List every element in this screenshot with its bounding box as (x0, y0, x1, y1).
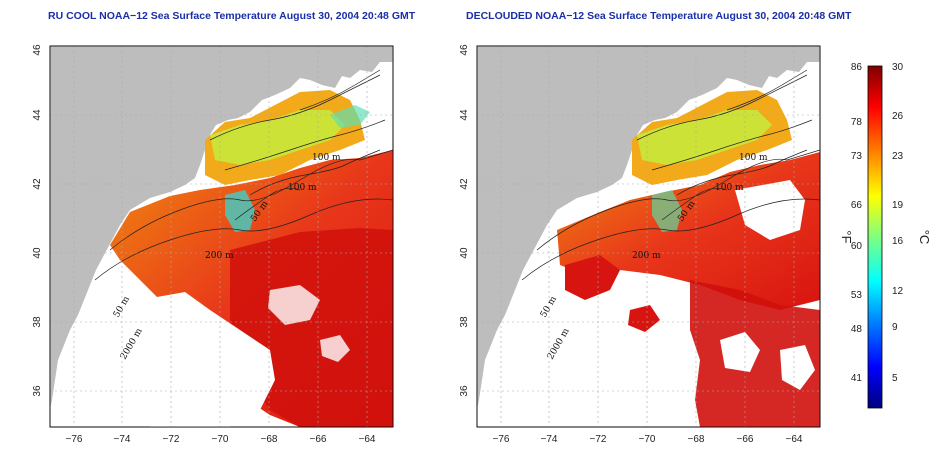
left-land (50, 46, 393, 410)
right-contour-label-100m-b: 100 m (715, 183, 744, 193)
right-lon-tick: −74 (541, 434, 558, 445)
right-sst-cool (637, 110, 772, 165)
right-lon-tick: −64 (786, 434, 803, 445)
right-contour-label-100m-a: 100 m (739, 153, 768, 163)
fahrenheit-tick: 66 (851, 200, 863, 211)
right-lat-tick: 36 (459, 385, 470, 397)
celsius-tick: 26 (892, 111, 904, 122)
right-cloud-gap3 (780, 345, 815, 390)
left-contour-label-200m: 200 m (205, 251, 234, 261)
right-lon-tick: −72 (590, 434, 607, 445)
right-lon-tick: −70 (639, 434, 656, 445)
left-cloud-gap (115, 292, 275, 427)
left-panel-title: RU COOL NOAA−12 Sea Surface Temperature … (48, 10, 416, 22)
right-contour-label-200m: 200 m (632, 251, 661, 261)
right-sst-patch2 (628, 305, 660, 332)
fahrenheit-tick: 86 (851, 62, 863, 73)
right-lat-tick: 38 (459, 316, 470, 328)
celsius-tick: 16 (892, 236, 904, 247)
celsius-tick: 12 (892, 286, 904, 297)
celsius-unit-label: °C (917, 230, 932, 245)
left-lat-tick: 44 (32, 109, 43, 121)
left-cloud-gap2 (268, 285, 320, 325)
fahrenheit-tick: 53 (851, 290, 863, 301)
fahrenheit-unit-label: °F (839, 230, 854, 243)
right-map-panel: 100 m 100 m 50 m 200 m 50 m 2000 m −76 −… (459, 44, 821, 445)
left-map-panel: 100 m 100 m 50 m 200 m 50 m 2000 m −76 −… (32, 44, 394, 445)
left-sst-cool (210, 110, 345, 165)
celsius-ticks: 30 26 23 19 16 12 9 5 (892, 62, 904, 384)
right-lat-ticks: 36 38 40 42 44 46 (459, 44, 470, 397)
left-lon-tick: −76 (66, 434, 83, 445)
left-lon-tick: −64 (359, 434, 376, 445)
right-lon-ticks: −76 −74 −72 −70 −68 −66 −64 (493, 434, 803, 445)
right-grid (477, 46, 820, 427)
fahrenheit-tick: 48 (851, 324, 863, 335)
left-grid (50, 46, 393, 427)
left-lat-ticks: 36 38 40 42 44 46 (32, 44, 43, 397)
celsius-tick: 5 (892, 373, 898, 384)
left-cloud-gap3 (320, 335, 350, 362)
left-lon-tick: −74 (114, 434, 131, 445)
right-cloud-gap (735, 180, 805, 240)
fahrenheit-tick: 41 (851, 373, 863, 384)
left-lat-tick: 46 (32, 44, 43, 56)
fahrenheit-tick: 60 (851, 241, 863, 252)
right-lat-tick: 44 (459, 109, 470, 121)
left-lat-tick: 36 (32, 385, 43, 397)
left-contour-label-100m-a: 100 m (312, 153, 341, 163)
colorbar-gradient (867, 65, 883, 409)
fahrenheit-tick: 78 (851, 117, 863, 128)
colorbar: 86 78 73 66 60 53 48 41 30 26 23 19 16 1… (839, 62, 932, 409)
celsius-tick: 19 (892, 200, 904, 211)
left-sst-cold2 (330, 105, 370, 128)
left-lon-ticks: −76 −74 −72 −70 −68 −66 −64 (66, 434, 376, 445)
right-cloud-gap2 (720, 332, 760, 372)
right-panel-title: DECLOUDED NOAA−12 Sea Surface Temperatur… (466, 10, 852, 22)
left-lon-tick: −66 (310, 434, 327, 445)
celsius-tick: 9 (892, 322, 898, 333)
right-lon-tick: −76 (493, 434, 510, 445)
right-contours (521, 69, 821, 281)
right-lat-tick: 46 (459, 44, 470, 56)
left-lat-tick: 42 (32, 178, 43, 190)
right-lon-tick: −68 (688, 434, 705, 445)
left-lon-tick: −70 (212, 434, 229, 445)
celsius-tick: 30 (892, 62, 904, 73)
right-land (477, 46, 820, 410)
right-lat-tick: 42 (459, 178, 470, 190)
celsius-tick: 23 (892, 151, 904, 162)
right-lon-tick: −66 (737, 434, 754, 445)
fahrenheit-tick: 73 (851, 151, 863, 162)
left-contour-label-100m-b: 100 m (288, 183, 317, 193)
left-contours (94, 69, 394, 281)
left-lat-tick: 38 (32, 316, 43, 328)
right-lat-tick: 40 (459, 247, 470, 259)
left-lon-tick: −72 (163, 434, 180, 445)
left-lat-tick: 40 (32, 247, 43, 259)
right-sst-patch (565, 255, 620, 300)
fahrenheit-ticks: 86 78 73 66 60 53 48 41 (851, 62, 863, 384)
left-lon-tick: −68 (261, 434, 278, 445)
